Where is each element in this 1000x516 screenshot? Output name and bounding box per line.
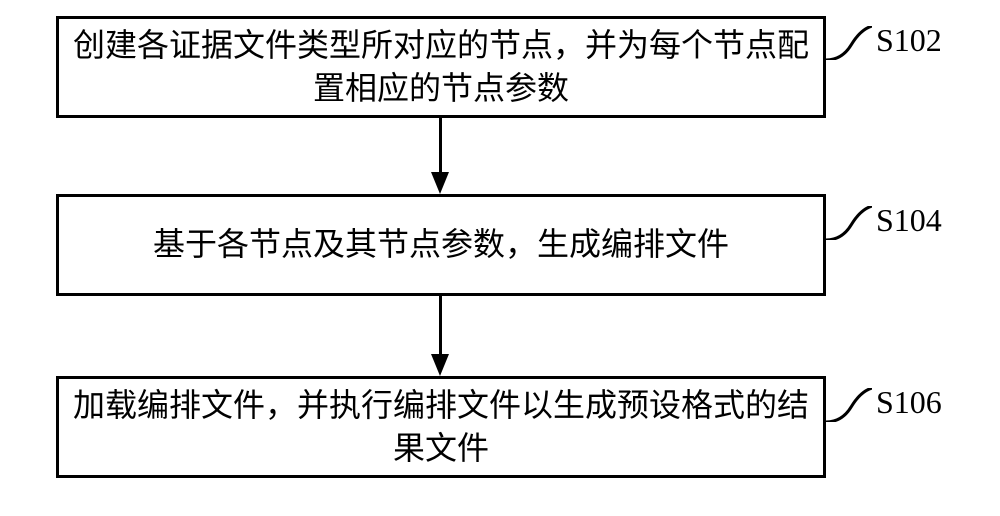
flow-node-3: 加载编排文件，并执行编排文件以生成预设格式的结果文件 xyxy=(56,376,826,478)
bracket-3 xyxy=(826,388,872,422)
bracket-1 xyxy=(826,26,872,60)
flow-node-2: 基于各节点及其节点参数，生成编排文件 xyxy=(56,194,826,296)
edge-1-line xyxy=(439,118,442,172)
bracket-2 xyxy=(826,206,872,240)
flow-node-2-text: 基于各节点及其节点参数，生成编排文件 xyxy=(153,223,729,266)
flow-node-1: 创建各证据文件类型所对应的节点，并为每个节点配置相应的节点参数 xyxy=(56,16,826,118)
flow-node-1-text: 创建各证据文件类型所对应的节点，并为每个节点配置相应的节点参数 xyxy=(69,24,813,110)
edge-2-head xyxy=(431,354,449,379)
edge-1-head xyxy=(431,172,449,197)
flow-node-3-text: 加载编排文件，并执行编排文件以生成预设格式的结果文件 xyxy=(69,384,813,470)
edge-2-line xyxy=(439,296,442,354)
step-label-1: S102 xyxy=(876,22,942,59)
flowchart-canvas: 创建各证据文件类型所对应的节点，并为每个节点配置相应的节点参数 基于各节点及其节… xyxy=(0,0,1000,516)
step-label-2: S104 xyxy=(876,202,942,239)
step-label-3: S106 xyxy=(876,384,942,421)
